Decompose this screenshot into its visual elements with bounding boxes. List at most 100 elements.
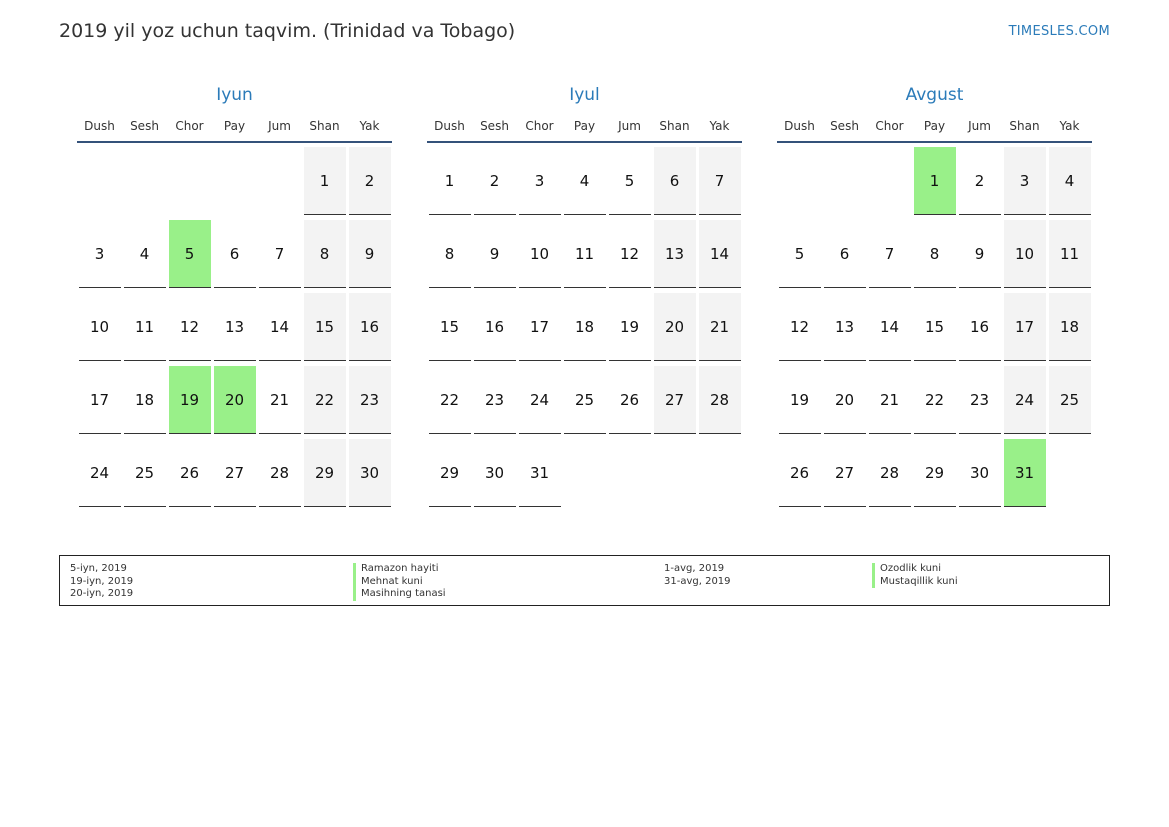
day-cell: 14 [258,293,301,361]
legend-date: 1-avg, 2019 [664,563,725,574]
weekday-label: Yak [359,119,380,133]
day-cell: 11 [563,220,606,288]
legend-holiday-name: Ozodlik kuni [872,563,958,576]
legend-dates-1: 5-iyn, 2019 19-iyn, 2019 20-iyn, 2019 [70,563,133,601]
day-cell: 23 [958,366,1001,434]
day-cell: 25 [1048,366,1091,434]
day-cell: 13 [213,293,256,361]
day-cell: 30 [473,439,516,507]
day-cell: 9 [348,220,391,288]
legend-date: 5-iyn, 2019 [70,563,127,574]
weekday-label: Sesh [130,119,159,133]
legend-date: 31-avg, 2019 [664,575,731,587]
weekday-label: Jum [968,119,991,133]
day-cell: 29 [428,439,471,507]
day-cell: 5 [778,220,821,288]
page-title: 2019 yil yoz uchun taqvim. (Trinidad va … [59,20,516,42]
day-cell: 11 [123,293,166,361]
day-cell: 25 [563,366,606,434]
weekday-label: Jum [268,119,291,133]
day-cell: 5 [608,147,651,215]
empty-day-cell [869,147,911,215]
weekday-header: Dush Sesh Chor Pay Jum Shan Yak [427,118,742,143]
day-cell: 30 [958,439,1001,507]
day-cell: 7 [698,147,741,215]
day-cell: 26 [778,439,821,507]
day-cell: 6 [213,220,256,288]
day-cell: 10 [78,293,121,361]
day-cell: 18 [563,293,606,361]
day-cell: 18 [1048,293,1091,361]
day-cell: 3 [1003,147,1046,215]
day-cell: 20 [823,366,866,434]
empty-day-cell [824,147,866,215]
day-cell: 2 [348,147,391,215]
legend-names-1: Ramazon hayiti Mehnat kuni Masihning tan… [353,563,446,601]
weekday-label: Pay [223,119,246,133]
day-cell: 25 [123,439,166,507]
day-cell: 14 [698,220,741,288]
day-grid: 1 2 3 4 5 6 7 8 9 10 11 12 13 14 15 16 17 18 19 20 21 22 23 24 2… [777,147,1092,512]
day-cell: 2 [473,147,516,215]
empty-day-cell [564,439,606,507]
day-cell: 9 [958,220,1001,288]
legend-holiday-name: Ramazon hayiti [353,563,446,576]
day-cell: 1 [428,147,471,215]
day-cell: 3 [78,220,121,288]
legend-date: 20-iyn, 2019 [70,588,134,599]
day-cell: 10 [518,220,561,288]
day-cell: 27 [213,439,256,507]
day-cell: 15 [428,293,471,361]
weekday-label: Chor [175,119,204,133]
empty-day-cell [214,147,256,215]
day-cell: 3 [518,147,561,215]
holiday-day-cell: 1 [913,147,956,215]
holiday-day-cell: 20 [213,366,256,434]
brand-link[interactable]: TIMESLES.COM [1008,24,1110,39]
day-cell: 12 [168,293,211,361]
day-cell: 22 [913,366,956,434]
week-row: 26 27 28 29 30 31 [777,439,1092,512]
day-cell: 23 [473,366,516,434]
day-cell: 17 [78,366,121,434]
week-row: 22 23 24 25 26 27 28 [427,366,742,439]
empty-day-cell [124,147,166,215]
day-cell: 7 [258,220,301,288]
empty-day-cell [1049,439,1091,507]
weekday-label: Shan [1009,119,1040,133]
day-cell: 31 [518,439,561,507]
day-cell: 20 [653,293,696,361]
day-cell: 28 [868,439,911,507]
day-cell: 2 [958,147,1001,215]
day-cell: 6 [653,147,696,215]
day-cell: 9 [473,220,516,288]
weekday-label: Shan [659,119,690,133]
day-grid: 1 2 3 4 5 6 7 8 9 10 11 12 13 14 15 16 17 18 19 20 21 22 23 24 2… [77,147,392,512]
day-cell: 24 [78,439,121,507]
legend-date: 19-iyn, 2019 [70,575,134,587]
week-row: 12 13 14 15 16 17 18 [777,293,1092,366]
week-row: 19 20 21 22 23 24 25 [777,366,1092,439]
day-cell: 10 [1003,220,1046,288]
weekday-header: Dush Sesh Chor Pay Jum Shan Yak [777,118,1092,143]
weekday-label: Pay [573,119,596,133]
weekday-label: Dush [84,119,115,133]
weekday-label: Pay [923,119,946,133]
day-cell: 27 [653,366,696,434]
week-row: 5 6 7 8 9 10 11 [777,220,1092,293]
empty-day-cell [779,147,821,215]
holiday-day-cell: 31 [1003,439,1046,507]
day-cell: 16 [473,293,516,361]
day-cell: 21 [868,366,911,434]
holiday-day-cell: 5 [168,220,211,288]
day-cell: 1 [303,147,346,215]
day-cell: 26 [608,366,651,434]
day-cell: 23 [348,366,391,434]
legend-dates-2: 1-avg, 2019 31-avg, 2019 [664,563,731,588]
day-cell: 24 [518,366,561,434]
day-cell: 29 [913,439,956,507]
month-title: Avgust [905,85,964,105]
